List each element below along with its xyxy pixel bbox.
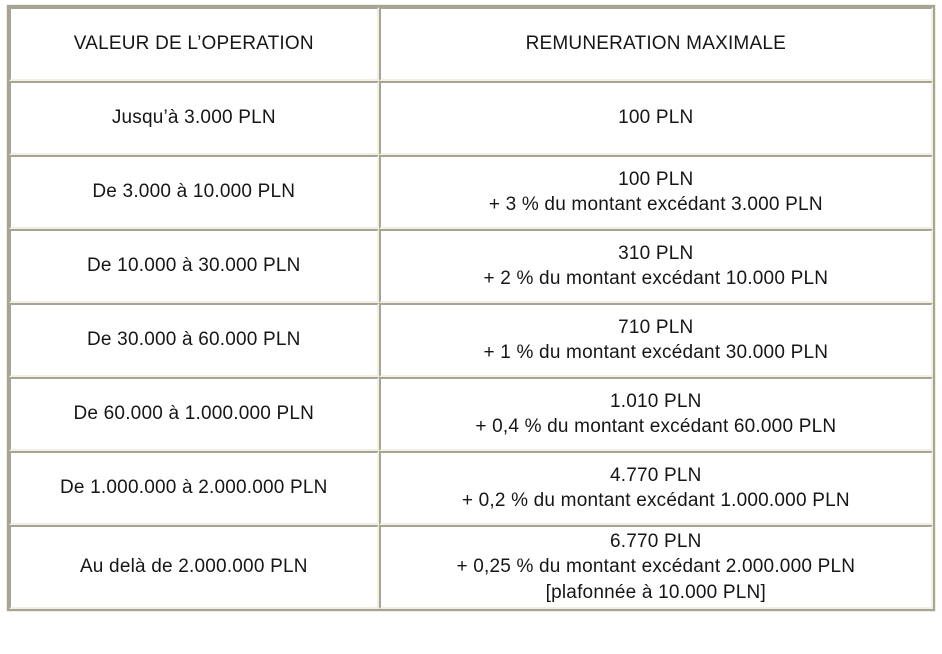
- remuneration-line: [plafonnée à 10.000 PLN]: [545, 581, 766, 603]
- fees-table-frame: VALEUR DE L’OPERATION REMUNERATION MAXIM…: [6, 4, 936, 613]
- table-row: De 3.000 à 10.000 PLN 100 PLN + 3 % du mo…: [9, 155, 933, 229]
- operation-value-cell: De 1.000.000 à 2.000.000 PLN: [9, 451, 379, 525]
- operation-value-cell: De 60.000 à 1.000.000 PLN: [9, 377, 379, 451]
- header-operation-value: VALEUR DE L’OPERATION: [9, 7, 379, 81]
- remuneration-cell: 100 PLN + 3 % du montant excédant 3.000 P…: [378, 155, 933, 229]
- remuneration-cell: 6.770 PLN + 0,25 % du montant excédant 2.…: [378, 525, 933, 610]
- table-row: De 60.000 à 1.000.000 PLN 1.010 PLN + 0,4…: [9, 377, 933, 451]
- remuneration-cell: 4.770 PLN + 0,2 % du montant excédant 1.0…: [378, 451, 933, 525]
- remuneration-line: + 3 % du montant excédant 3.000 PLN: [488, 194, 823, 215]
- remuneration-line: 310 PLN: [618, 242, 694, 264]
- operation-value-cell: Jusqu’à 3.000 PLN: [9, 81, 379, 155]
- header-remuneration-maximale: REMUNERATION MAXIMALE: [378, 7, 933, 81]
- remuneration-line: + 0,2 % du montant excédant 1.000.000 PL…: [461, 490, 850, 511]
- operation-value-cell: De 30.000 à 60.000 PLN: [9, 303, 379, 377]
- operation-value-cell: De 3.000 à 10.000 PLN: [9, 155, 379, 229]
- remuneration-line: + 1 % du montant excédant 30.000 PLN: [483, 342, 829, 363]
- remuneration-line: 100 PLN: [618, 168, 694, 190]
- operation-value-cell: De 10.000 à 30.000 PLN: [9, 229, 379, 303]
- remuneration-cell: 1.010 PLN + 0,4 % du montant excédant 60.…: [378, 377, 933, 451]
- remuneration-line: + 0,4 % du montant excédant 60.000 PLN: [475, 416, 837, 437]
- remuneration-line: 100 PLN: [618, 107, 694, 129]
- table-row: Au delà de 2.000.000 PLN 6.770 PLN + 0,25…: [9, 525, 933, 610]
- remuneration-cell: 310 PLN + 2 % du montant excédant 10.000 …: [378, 229, 933, 303]
- table-row: De 10.000 à 30.000 PLN 310 PLN + 2 % du m…: [9, 229, 933, 303]
- fees-table: VALEUR DE L’OPERATION REMUNERATION MAXIM…: [7, 5, 935, 612]
- remuneration-line: 4.770 PLN: [610, 464, 702, 486]
- table-row: De 1.000.000 à 2.000.000 PLN 4.770 PLN + …: [9, 451, 933, 525]
- header-row: VALEUR DE L’OPERATION REMUNERATION MAXIM…: [9, 7, 933, 81]
- table-row: De 30.000 à 60.000 PLN 710 PLN + 1 % du m…: [9, 303, 933, 377]
- remuneration-line: 1.010 PLN: [610, 390, 702, 412]
- remuneration-line: + 2 % du montant excédant 10.000 PLN: [483, 268, 829, 289]
- operation-value-cell: Au delà de 2.000.000 PLN: [9, 525, 379, 610]
- remuneration-cell: 100 PLN: [378, 81, 933, 155]
- fees-table-body: Jusqu’à 3.000 PLN 100 PLN De 3.000 à 10.…: [9, 81, 933, 610]
- remuneration-cell: 710 PLN + 1 % du montant excédant 30.000 …: [378, 303, 933, 377]
- remuneration-line: + 0,25 % du montant excédant 2.000.000 P…: [456, 556, 856, 578]
- remuneration-line: 6.770 PLN: [610, 531, 702, 552]
- table-row: Jusqu’à 3.000 PLN 100 PLN: [9, 81, 933, 155]
- remuneration-line: 710 PLN: [618, 316, 694, 338]
